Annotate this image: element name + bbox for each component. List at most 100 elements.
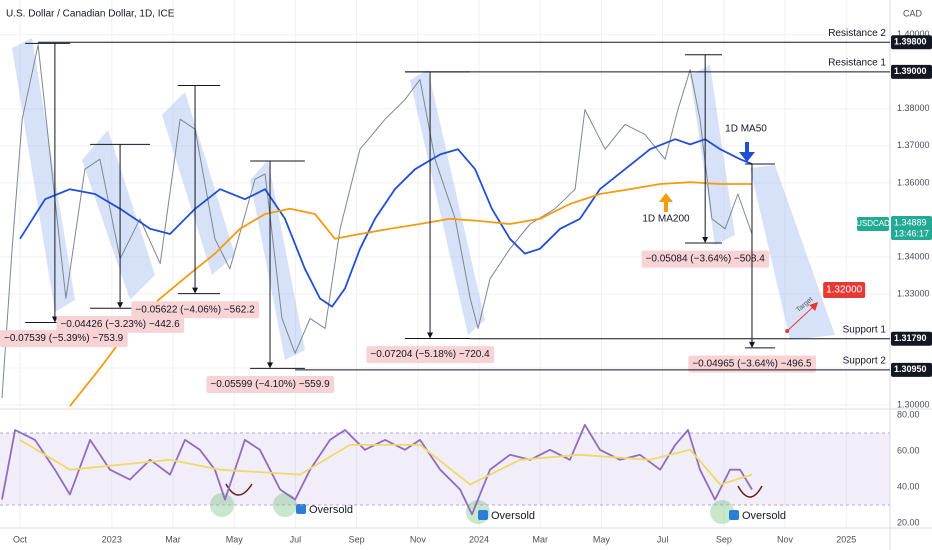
title: U.S. Dollar / Canadian Dollar, 1D, ICE bbox=[6, 9, 175, 20]
oversold-icon bbox=[729, 510, 739, 520]
measure-label: −0.04426 (−3.23%) −442.6 bbox=[60, 319, 180, 330]
bottom-arc bbox=[737, 485, 763, 498]
level-value: 1.30950 bbox=[894, 364, 927, 374]
measure-arrowhead bbox=[117, 302, 124, 309]
x-tick-label: May bbox=[593, 534, 611, 544]
last-price: 1.34889 bbox=[894, 217, 927, 227]
level-value: 1.39800 bbox=[894, 37, 927, 47]
series-line bbox=[1, 424, 753, 516]
ma50-arrow bbox=[739, 142, 755, 162]
projected-channel bbox=[750, 165, 835, 340]
level-name: Resistance 2 bbox=[828, 28, 886, 39]
price-pane: −0.07539 (−5.39%) −753.9 −0.04426 (−3.23%… bbox=[0, 42, 817, 407]
channel bbox=[82, 130, 155, 300]
decline-channels bbox=[12, 38, 835, 360]
target-value-box bbox=[823, 281, 866, 298]
measure-label: −0.04965 (−3.64%) −496.5 bbox=[692, 358, 812, 369]
measure-arrowhead bbox=[192, 287, 199, 294]
rsi-tick-label: 60.00 bbox=[897, 445, 920, 455]
oversold-icon bbox=[478, 510, 488, 520]
measure-label: −0.07539 (−5.39%) −753.9 bbox=[4, 333, 124, 344]
series-line bbox=[69, 181, 752, 407]
measure-label-box bbox=[641, 250, 770, 268]
symbol-label: USDCAD bbox=[856, 219, 890, 228]
measure-label: −0.05084 (−3.64%) −508.4 bbox=[646, 254, 766, 265]
x-tick-label: Nov bbox=[410, 534, 427, 544]
x-tick-label: Sep bbox=[349, 534, 365, 544]
measure-arrowhead bbox=[51, 316, 58, 323]
oversold-icon bbox=[296, 504, 306, 514]
measure-label-box bbox=[56, 315, 185, 333]
target-value: 1.32000 bbox=[826, 285, 863, 296]
y-tick-label: 1.33000 bbox=[897, 288, 930, 298]
x-tick-label: Oct bbox=[13, 534, 28, 544]
channel bbox=[410, 70, 485, 335]
target-arrow bbox=[786, 304, 816, 332]
measure-arrowhead bbox=[702, 237, 709, 244]
ma-arrows bbox=[659, 142, 755, 212]
measure-label-box bbox=[206, 375, 335, 393]
rsi-tick-label: 20.00 bbox=[897, 517, 920, 527]
channel bbox=[12, 38, 75, 312]
x-tick-label: 2025 bbox=[836, 534, 856, 544]
bottom-arc bbox=[225, 483, 253, 496]
level-value-box bbox=[891, 64, 932, 79]
level-value: 1.39000 bbox=[894, 66, 927, 76]
last-price-box bbox=[891, 216, 932, 241]
channel bbox=[162, 92, 235, 275]
countdown: 13:46:17 bbox=[894, 228, 929, 238]
measure-label: −0.05622 (−4.06%) −562.2 bbox=[135, 304, 255, 315]
y-tick-label: 1.38000 bbox=[897, 103, 930, 113]
measure-arrowhead bbox=[748, 341, 755, 348]
channel bbox=[250, 160, 305, 360]
level-name: Support 1 bbox=[843, 324, 887, 335]
channel bbox=[690, 65, 735, 245]
oversold-label: Oversold bbox=[742, 510, 786, 522]
x-tick-label: Mar bbox=[532, 534, 548, 544]
level-name: Support 2 bbox=[843, 356, 887, 367]
x-tick-label: 2023 bbox=[102, 534, 122, 544]
rsi-tick-label: 80.00 bbox=[897, 409, 920, 419]
x-tick-label: Jul bbox=[657, 534, 669, 544]
measure-label-box bbox=[131, 301, 260, 319]
grid bbox=[0, 0, 890, 528]
level-value-box bbox=[891, 331, 932, 346]
x-tick-label: Nov bbox=[777, 534, 794, 544]
oversold-label: Oversold bbox=[491, 510, 535, 522]
symbol-box bbox=[857, 217, 889, 232]
oversold-label: Oversold bbox=[309, 504, 353, 516]
y-tick-label: 1.36000 bbox=[897, 177, 930, 187]
rsi-pane: Oversold Oversold Oversold bbox=[0, 424, 890, 524]
measure-label: −0.05599 (−4.10%) −559.9 bbox=[210, 379, 330, 390]
ma50-label: 1D MA50 bbox=[725, 124, 767, 135]
measure-label-box bbox=[688, 355, 817, 373]
measure-arrowhead bbox=[267, 362, 274, 369]
measure-label-box bbox=[0, 330, 128, 348]
level-value-box bbox=[891, 35, 932, 50]
rsi-band bbox=[0, 433, 890, 505]
x-tick-label: Jul bbox=[290, 534, 302, 544]
x-tick-label: May bbox=[226, 534, 244, 544]
series-line bbox=[19, 138, 753, 308]
oversold-zone bbox=[710, 500, 734, 524]
x-tick-label: 2024 bbox=[469, 534, 489, 544]
x-tick-label: Sep bbox=[716, 534, 732, 544]
target-arrowhead bbox=[809, 301, 819, 311]
currency: CAD bbox=[903, 8, 923, 18]
level-value-box bbox=[891, 362, 932, 377]
measure-label: −0.07204 (−5.18%) −720.4 bbox=[370, 349, 490, 360]
rsi-tick-label: 40.00 bbox=[897, 481, 920, 491]
y-tick-label: 1.40000 bbox=[897, 29, 930, 39]
level-name: Resistance 1 bbox=[828, 57, 886, 68]
measure-label-box bbox=[366, 346, 495, 364]
y-tick-label: 1.37000 bbox=[897, 140, 930, 150]
x-tick-label: Mar bbox=[165, 534, 181, 544]
y-tick-label: 1.30000 bbox=[897, 399, 930, 409]
ma200-arrow bbox=[659, 193, 673, 212]
level-value: 1.31790 bbox=[894, 333, 927, 343]
series-line bbox=[1, 44, 753, 399]
measure-arrowhead bbox=[427, 332, 434, 339]
ma200-label: 1D MA200 bbox=[642, 214, 690, 225]
series-line bbox=[19, 439, 753, 486]
